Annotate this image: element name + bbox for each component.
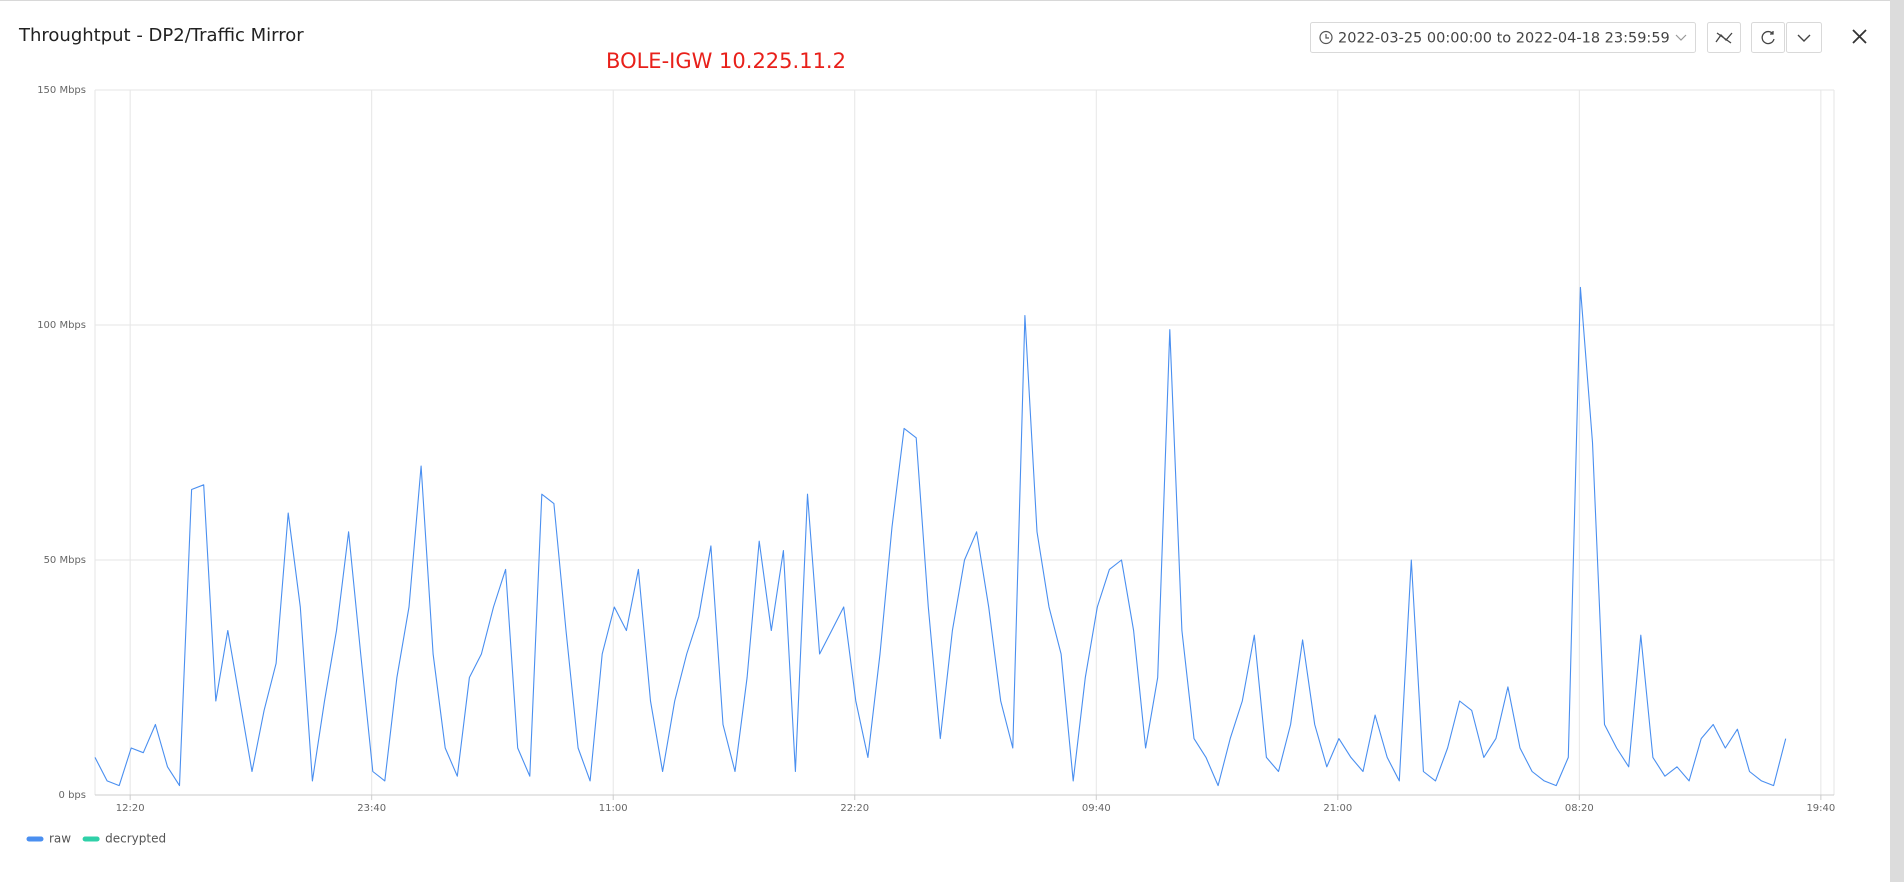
y-tick-label: 50 Mbps bbox=[44, 555, 86, 566]
date-box[interactable] bbox=[1310, 22, 1696, 53]
chart-title: Throughtput - DP2/Traffic Mirror bbox=[18, 25, 304, 46]
icon bbox=[1797, 34, 1811, 42]
x-tick-label: 23:40 bbox=[357, 803, 386, 814]
y-tick-label: 150 Mbps bbox=[37, 85, 86, 96]
plot: 0 bps 50 Mbps 100 Mbps 150 Mbps 12:20 23:40 11… bbox=[26, 85, 1835, 846]
x-tick-label: 09:40 bbox=[1082, 803, 1111, 814]
date-picker[interactable]: 2022-03-25 00:00:00 to 2022-04-18 23:59:… bbox=[1310, 22, 1696, 53]
legend-label: raw bbox=[49, 832, 71, 846]
overlay-edge bbox=[1890, 0, 1904, 882]
legend-label: decrypted bbox=[105, 832, 166, 846]
y-tick-label: 100 Mbps bbox=[37, 320, 86, 331]
x-tick-label: 19:40 bbox=[1806, 803, 1835, 814]
icon bbox=[1715, 32, 1733, 44]
x-tick-label: 08:20 bbox=[1565, 803, 1594, 814]
clock-icon bbox=[1319, 30, 1333, 45]
x-tick-label: 21:00 bbox=[1323, 803, 1352, 814]
date-range: 2022-03-25 00:00:00 to 2022-04-18 23:59:… bbox=[1338, 31, 1670, 47]
x-tick-label: 22:20 bbox=[840, 803, 869, 814]
button[interactable] bbox=[1786, 22, 1822, 53]
more-button[interactable] bbox=[1786, 22, 1822, 53]
annotation: BOLE-IGW 10.225.11.2 bbox=[606, 49, 846, 73]
clock-hands bbox=[1325, 34, 1329, 39]
icon bbox=[1761, 30, 1775, 45]
button[interactable] bbox=[1751, 22, 1785, 53]
x-tick-label: 11:00 bbox=[599, 803, 628, 814]
auto-button[interactable] bbox=[1707, 22, 1741, 53]
x-tick-label: 12:20 bbox=[116, 803, 145, 814]
close-button[interactable] bbox=[1852, 29, 1867, 44]
y-tick-label: 0 bps bbox=[59, 790, 86, 801]
series-line bbox=[94, 286, 1787, 787]
chevron bbox=[1675, 34, 1687, 41]
refresh-button[interactable] bbox=[1751, 22, 1785, 53]
